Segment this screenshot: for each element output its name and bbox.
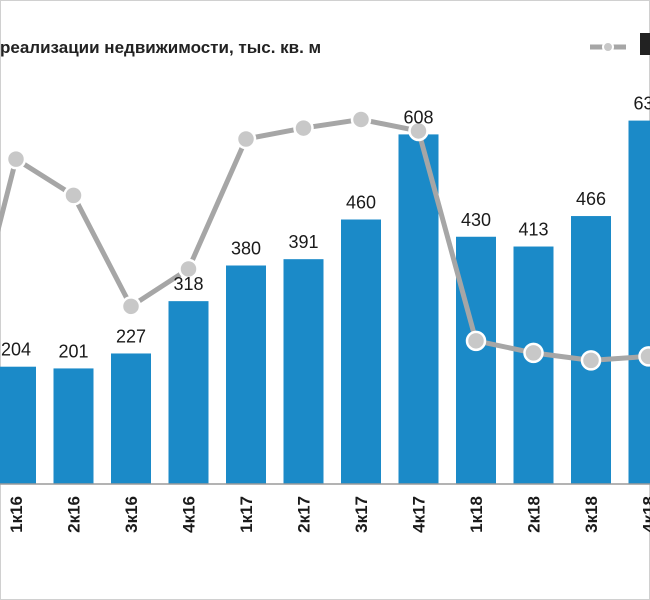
value-labels: 204 201 227 318 380 391 460 608 430 413 466 632 (1, 94, 650, 362)
line-point-4к17 (408, 120, 429, 142)
line-point-3к16 (120, 296, 142, 317)
x-tick-label: 2к18 (525, 496, 544, 533)
bar-value-label: 318 (173, 274, 203, 294)
bar-4к17 (398, 134, 439, 484)
line-point-3к18 (580, 350, 602, 371)
bar-3к17 (341, 219, 381, 484)
bar-2к17 (283, 259, 324, 484)
x-tick-label: 4к18 (640, 496, 650, 533)
line-point-2к17 (293, 117, 314, 139)
line-point-1к16 (5, 148, 27, 170)
line-point-1к18 (465, 330, 487, 352)
x-tick-label: 3к18 (582, 496, 601, 533)
bar-value-label: 204 (1, 340, 31, 360)
bar-value-label: 413 (518, 220, 548, 240)
x-tick-label: 2к17 (295, 496, 314, 533)
line-point-1к17 (235, 128, 257, 150)
bar-value-label: 632 (633, 94, 650, 114)
x-tick-label: 4к16 (180, 496, 199, 533)
chart-title: реализации недвижимости, тыс. кв. м (0, 38, 321, 57)
bar-value-label: 391 (288, 232, 318, 252)
bar-1к17 (226, 265, 266, 484)
line-point-2к18 (523, 342, 544, 364)
bar-value-label: 466 (576, 189, 606, 209)
bar-1к16 (0, 366, 36, 484)
x-tick-labels: 1к16 2к16 3к16 4к16 1к17 2к17 3к17 4к17 1к18 2к18… (7, 496, 650, 533)
x-tick-label: 1к17 (237, 496, 256, 533)
legend-dot-marker (602, 41, 614, 53)
bar-value-label: 608 (403, 107, 433, 127)
bar-3к18 (571, 216, 611, 485)
line-point-2к16 (63, 185, 84, 206)
bar-value-label: 430 (461, 210, 491, 230)
bar-value-label: 460 (346, 193, 376, 213)
bar-3к16 (111, 353, 151, 484)
x-tick-label: 2к16 (65, 496, 84, 533)
bar-2к16 (53, 368, 94, 484)
x-tick-label: 3к16 (122, 496, 141, 533)
legend-swatch (640, 33, 650, 55)
x-tick-label: 4к17 (410, 496, 429, 533)
line-point-4к18 (638, 346, 650, 367)
line-series (0, 109, 650, 371)
line-point-3к17 (350, 109, 372, 130)
bar-2к18 (513, 246, 554, 484)
bar-4к18 (628, 120, 650, 484)
x-tick-label: 1к16 (7, 496, 26, 533)
bar-value-label: 380 (231, 239, 261, 259)
bar-series (0, 120, 650, 485)
legend (590, 33, 650, 55)
line-point-4к16 (178, 258, 199, 280)
bar-4к16 (168, 301, 209, 484)
bar-value-label: 201 (58, 341, 88, 361)
bar-value-label: 227 (116, 326, 146, 346)
x-tick-label: 1к18 (467, 496, 486, 533)
x-tick-label: 3к17 (352, 496, 371, 533)
bar-1к18 (456, 236, 496, 484)
